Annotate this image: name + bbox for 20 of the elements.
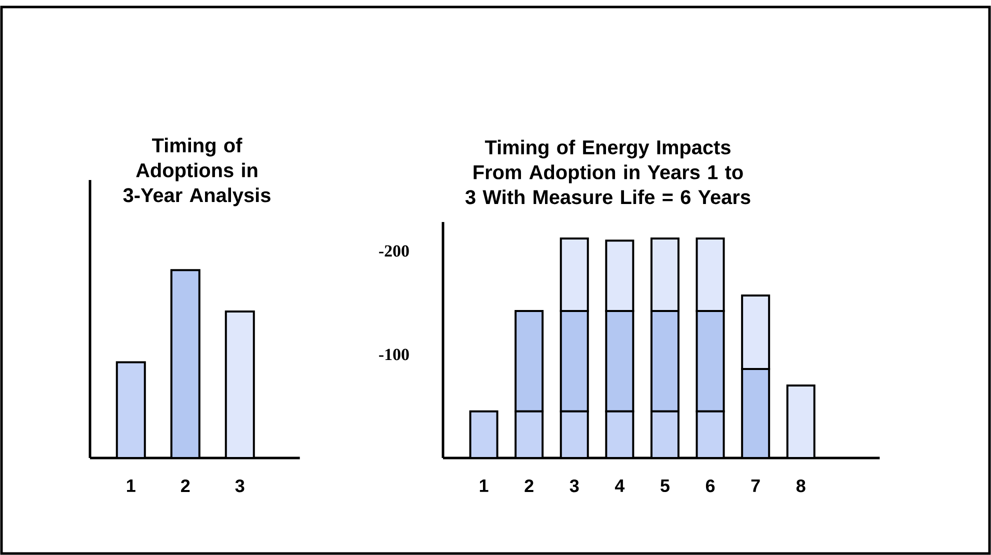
x-tick-label: 8 (796, 480, 806, 492)
bar (514, 310, 544, 412)
bar (786, 384, 816, 458)
x-tick-label: 1 (127, 480, 136, 492)
x-tick-label: 4 (614, 480, 625, 492)
y-tick-label: -100 (379, 348, 409, 360)
x-tick-label: 2 (181, 480, 190, 492)
x-tick-label: 2 (524, 480, 534, 492)
x-tick-label: 5 (660, 480, 670, 492)
bar (605, 310, 634, 412)
bar (696, 310, 725, 412)
x-tick-label: 7 (751, 480, 760, 492)
x-tick-label: 3 (235, 480, 244, 492)
chart-title: Timing of Adoptions in 3-Year Analysis (123, 138, 270, 206)
chart-title: Timing of Energy Impacts From Adoption in Years 1 to 3 With Measure Life = 6 Years (465, 140, 750, 204)
x-tick-label: 6 (706, 480, 715, 492)
bar (560, 310, 589, 412)
y-tick-label: -200 (379, 245, 409, 257)
x-tick-label: 1 (480, 480, 488, 492)
x-tick-label: 3 (570, 480, 579, 492)
